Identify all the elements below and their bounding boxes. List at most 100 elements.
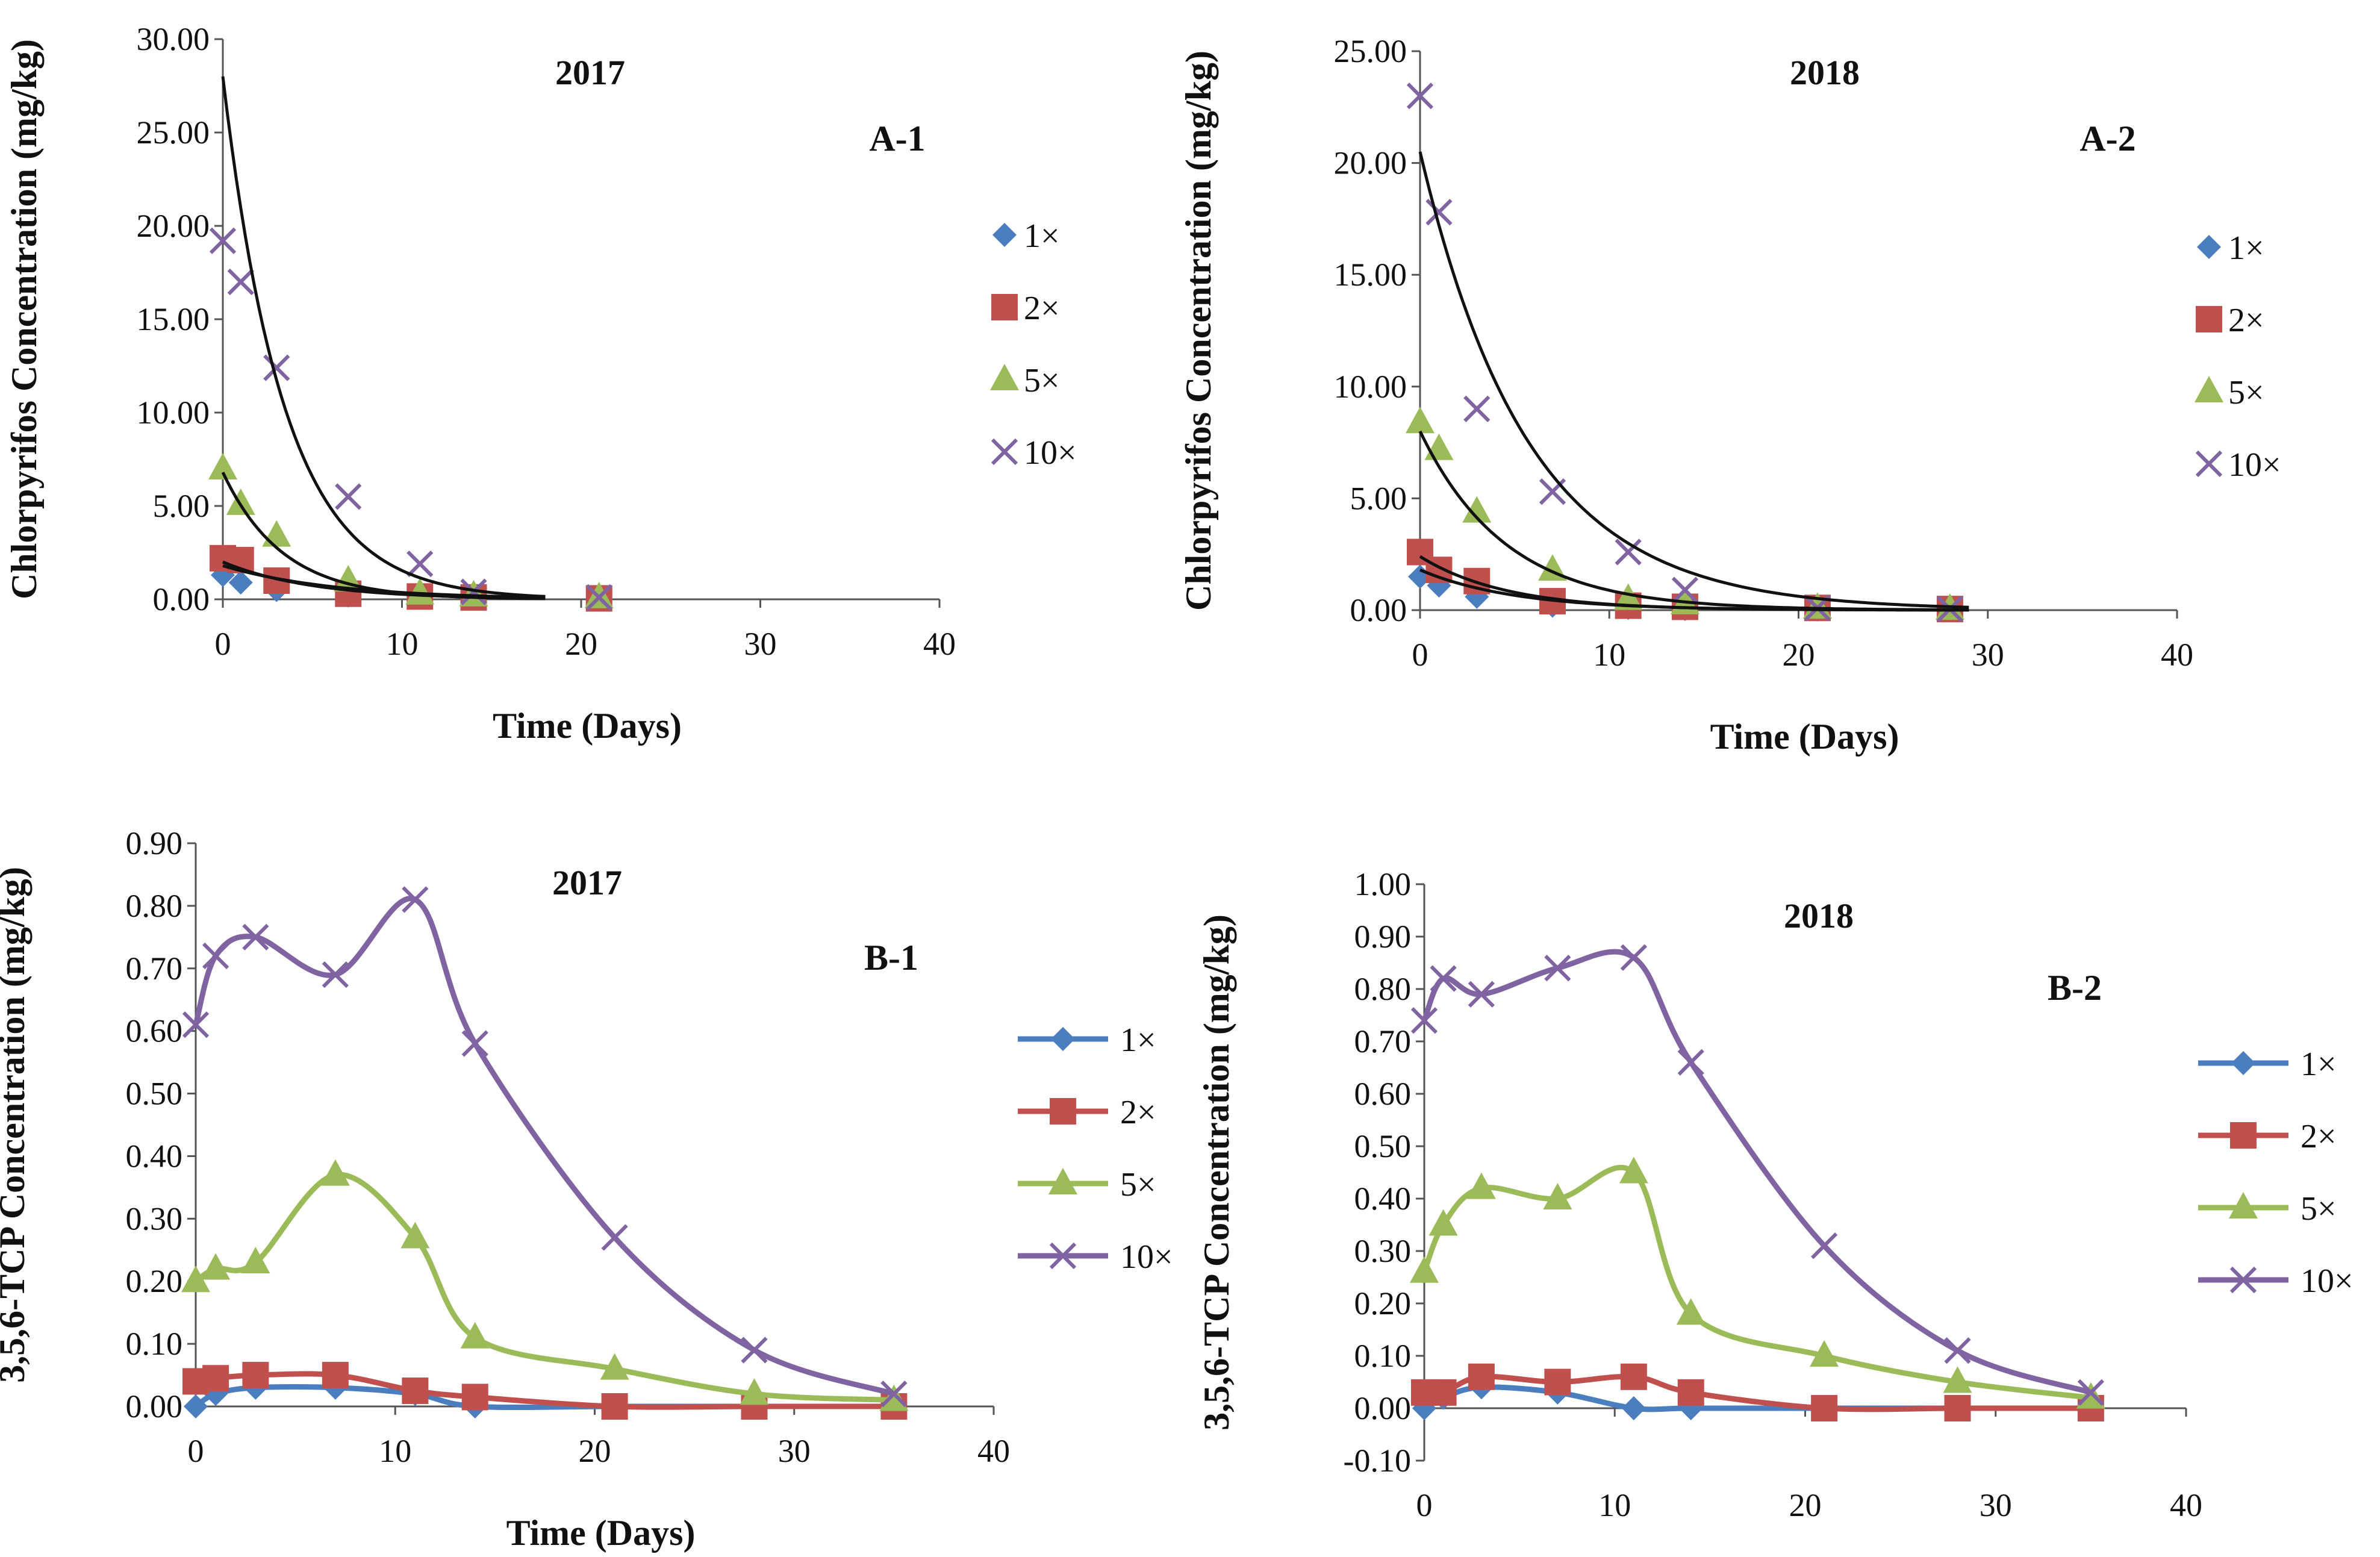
legend-marker [1050,1098,1076,1125]
data-point [208,453,237,479]
x-axis-title: Time (Days) [493,706,682,746]
legend: 1× 2× 5× 10× [2195,229,2281,484]
data-point [227,268,254,296]
legend-marker [2197,235,2221,259]
data-point [2077,1379,2105,1406]
data-point [601,1393,628,1420]
panel-b-2: -0.10 0.00 0.10 0.20 0.30 0.40 0.50 0.60 0.70 0.8… [1197,866,2354,1523]
data-point [202,942,229,970]
legend-marker [1049,1242,1077,1270]
x-tick-label: 10 [1598,1487,1631,1523]
data-point [461,1030,488,1057]
y-tick-label: 15.00 [1334,257,1407,293]
data-point [1944,1395,1971,1421]
legend-label: 2× [2301,1118,2337,1155]
legend-label: 10× [1024,434,1077,472]
data-point [1811,1395,1838,1421]
data-point [322,1362,349,1389]
x-axis-title: Time (Days) [1710,717,1899,757]
y-tick-label: 10.00 [1334,369,1407,405]
series-4 [1406,83,1964,623]
data-point [1425,199,1453,226]
y-axis-title: 3,5,6-TCP Concentration (mg/kg) [0,867,32,1383]
chart-title: 2018 [1784,896,1854,935]
data-point [209,227,237,254]
y-tick-label: 0.60 [1354,1076,1412,1112]
legend-item: 1× [1018,1022,1156,1059]
x-tick-label: 30 [744,626,777,662]
data-point [202,1365,229,1392]
legend-label: 1× [2228,229,2264,267]
data-point [1619,1156,1648,1184]
y-tick-label: 5.00 [1350,480,1407,516]
trend-line [1418,430,1969,611]
series-2 [182,1362,908,1420]
x-tick-label: 0 [1416,1487,1433,1523]
data-point [880,1381,908,1408]
legend-item: 10× [2195,446,2281,484]
data-point [402,886,429,913]
y-tick-label: 0.30 [126,1200,183,1237]
x-tick-label: 0 [188,1433,204,1469]
data-point [335,483,362,510]
legend-label: 1× [1120,1022,1156,1059]
x-tick-label: 30 [778,1433,811,1469]
data-point [1430,965,1457,992]
data-point [461,1384,488,1411]
data-point [1620,944,1648,971]
legend-item: 2× [1018,1094,1156,1131]
data-point [601,1224,628,1251]
chart-title: 2017 [555,53,625,92]
y-tick-label: 0.90 [126,825,183,861]
legend-item: 2× [991,290,1060,327]
y-axis-title: 3,5,6-TCP Concentration (mg/kg) [1197,914,1236,1431]
legend-marker [2229,1266,2257,1294]
y-tick-label: 20.00 [1334,145,1407,181]
data-point [1462,496,1492,523]
x-axis-title: Time (Days) [506,1513,696,1553]
series-4 [1410,944,2105,1406]
data-point [585,584,612,611]
y-tick-label: 0.90 [1354,919,1412,955]
legend-marker [2229,1192,2258,1218]
legend-label: 5× [1120,1166,1156,1203]
x-tick-label: 10 [386,626,419,662]
legend-marker [2231,1051,2255,1075]
data-point [201,1253,231,1280]
data-point [1430,1379,1457,1406]
data-point [226,488,255,515]
panel-a-1: 0.00 5.00 10.00 15.00 20.00 25.00 30.00 0 10 20 30… [4,21,1077,746]
data-point [1676,1298,1706,1325]
y-tick-label: 0.50 [126,1076,183,1112]
data-point [1615,538,1642,566]
data-point [1621,1396,1646,1420]
legend-marker [2230,1122,2257,1149]
legend: 1× 2× 5× 10× [2198,1046,2354,1300]
y-tick-label: 20.00 [137,208,210,244]
y-tick-label: 0.60 [126,1013,183,1049]
x-tick-label: 0 [215,626,231,662]
legend-item: 10× [2198,1262,2354,1300]
x-tick-label: 20 [579,1433,611,1469]
data-point [1468,1363,1495,1390]
panel-b-1: 0.00 0.10 0.20 0.30 0.40 0.50 0.60 0.70 0.80 0.90… [0,825,1173,1553]
legend-item: 1× [2197,229,2264,267]
legend-label: 10× [1120,1238,1173,1276]
series-line [1424,1373,2091,1412]
chart-title: 2018 [1790,53,1860,92]
data-point [228,570,253,595]
y-tick-label: 0.50 [1354,1128,1412,1164]
y-tick-label: 0.70 [1354,1023,1412,1059]
data-point [1943,1366,1972,1393]
data-point [1677,1379,1704,1406]
data-point [1810,1340,1839,1367]
data-point [1620,1363,1647,1390]
legend-label: 10× [2301,1262,2354,1300]
legend-label: 1× [2301,1046,2337,1083]
legend-label: 2× [1024,290,1060,327]
y-tick-label: 0.00 [153,581,210,617]
x-tick-label: 20 [565,626,597,662]
legend-label: 10× [2228,446,2281,484]
legend-marker [2196,306,2222,332]
